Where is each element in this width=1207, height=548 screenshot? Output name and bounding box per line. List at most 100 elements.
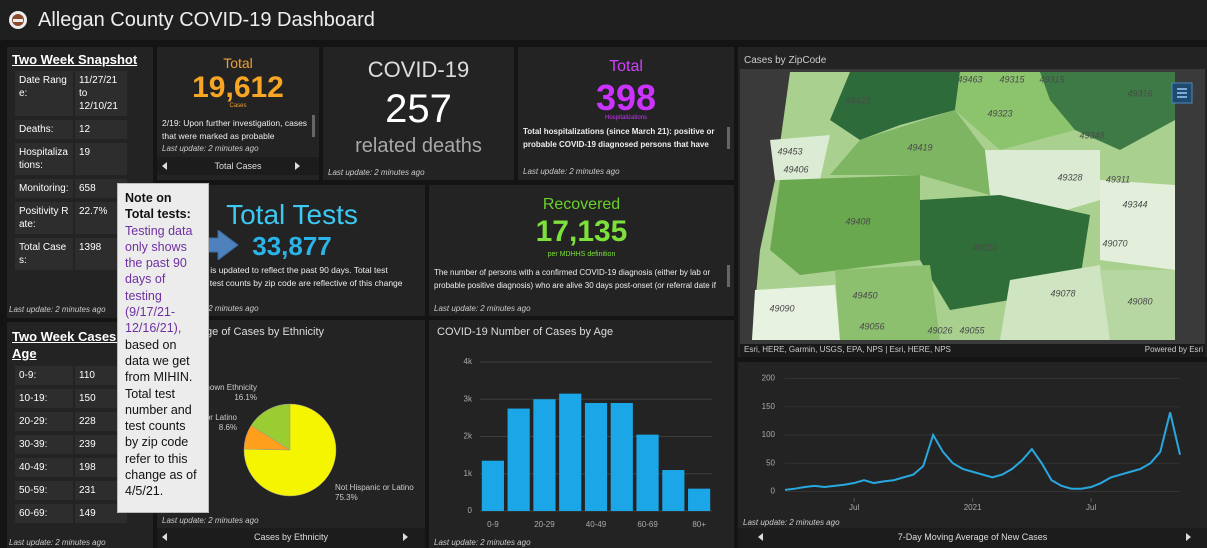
nav-bar[interactable]: 7-Day Moving Average of New Cases xyxy=(738,528,1207,548)
card-unit: Cases xyxy=(229,103,247,109)
logo xyxy=(9,11,27,29)
table-row: 0-9: 110 xyxy=(15,366,145,385)
card-label: Total xyxy=(609,58,643,75)
row-value: 110 xyxy=(75,366,127,385)
row-value: 228 xyxy=(75,412,127,431)
table-row: Date Range: 11/27/21 to 12/10/21 xyxy=(15,71,145,116)
row-label: 0-9: xyxy=(15,366,73,385)
nav-label: Cases by Ethnicity xyxy=(253,532,329,542)
y-tick-label: 1k xyxy=(464,469,473,478)
card-label: Recovered xyxy=(542,196,621,213)
table-row: 40-49: 198 xyxy=(15,458,145,477)
row-label: 10-19: xyxy=(15,389,73,408)
slice-label: Not Hispanic or Latino xyxy=(335,483,414,492)
line-chart: 0 50 100 150 200 Jul 2021 Jul xyxy=(762,374,1181,512)
zip-label: 49453 xyxy=(777,146,802,156)
row-value: 658 xyxy=(75,179,127,198)
bar-panel: COVID-19 Number of Cases by Age 0 1k 2k 3k 4… xyxy=(429,320,734,548)
nav-label: Total Cases xyxy=(214,161,262,171)
row-value: 231 xyxy=(75,481,127,500)
header-title: Allegan County COVID-19 Dashboard xyxy=(38,9,375,31)
bar xyxy=(584,402,608,511)
snapshot-table: Date Range: 11/27/21 to 12/10/21 Deaths: 12… xyxy=(15,71,145,274)
table-row: 10-19: 150 xyxy=(15,389,145,408)
card-value: 398 xyxy=(595,77,657,118)
card-text: Testing data is updated to reflect the p… xyxy=(162,265,403,288)
card-unit: Hospitalizations xyxy=(604,115,648,121)
card-label: Total xyxy=(223,55,253,71)
x-tick-label: 40-49 xyxy=(586,520,607,529)
x-tick-label: 80+ xyxy=(692,520,706,529)
card-label: Total Tests xyxy=(226,199,358,230)
zip-label: 49078 xyxy=(1050,288,1075,298)
note-title: Note on Total tests: xyxy=(125,191,191,222)
y-tick-label: 0 xyxy=(468,506,473,515)
pie-slice xyxy=(243,403,337,497)
card-text: Total hospitalizations (since March 21):… xyxy=(523,127,715,149)
line-panel: 0 50 100 150 200 Jul 2021 Jul Last update: 2 mi… xyxy=(738,362,1207,548)
table-row: Deaths: 12 xyxy=(15,120,145,139)
y-tick-label: 200 xyxy=(762,374,776,383)
row-label: 40-49: xyxy=(15,458,73,477)
x-tick-label: 60-69 xyxy=(637,520,658,529)
note-highlight: Testing data only shows the past 90 days… xyxy=(125,223,193,336)
x-tick-label: 2021 xyxy=(964,503,982,512)
card-text: 2/19: Upon further investigation, cases … xyxy=(162,118,308,141)
row-value: 12 xyxy=(75,120,127,139)
zip-label: 49056 xyxy=(859,321,884,331)
bar xyxy=(481,460,504,511)
footer: Last update: 2 minutes ago xyxy=(523,167,620,176)
row-label: Date Range: xyxy=(15,71,73,116)
zip-label: 49344 xyxy=(1122,199,1147,209)
zip-label: 49463 xyxy=(957,74,982,84)
age-table: 0-9: 110 10-19: 150 20-29: 228 30-39: 239 40-49:… xyxy=(15,366,145,527)
nav-bar[interactable]: Total Cases xyxy=(157,157,319,175)
slice-value-label: 8.6% xyxy=(219,423,237,432)
zip-label: 49450 xyxy=(852,290,877,300)
map-title: Cases by ZipCode xyxy=(744,55,827,66)
map-attribution: Esri, HERE, Garmin, USGS, EPA, NPS | Esr… xyxy=(744,345,951,354)
row-label: 30-39: xyxy=(15,435,73,454)
row-value: 198 xyxy=(75,458,127,477)
x-tick-label: Jul xyxy=(849,503,859,512)
zip-label: 49348 xyxy=(1079,130,1104,140)
deaths-card: COVID-19 257 related deaths Last update:… xyxy=(323,47,514,180)
x-tick-label: 20-29 xyxy=(534,520,555,529)
note-box: Note on Total tests: Testing data only s… xyxy=(117,183,209,513)
row-value: 19 xyxy=(75,143,127,175)
row-label: Hospitalizations: xyxy=(15,143,73,175)
snapshot-panel: Two Week Snapshot Date Range: 11/27/21 to… xyxy=(7,47,153,318)
table-row: 60-69: 149 xyxy=(15,504,145,523)
y-tick-label: 100 xyxy=(762,430,776,439)
zip-label: 49010 xyxy=(972,242,997,252)
cases-card: Total 19,612 Cases 2/19: Upon further in… xyxy=(157,47,319,180)
slice-value-label: 75.3% xyxy=(335,493,358,502)
bar xyxy=(688,488,711,511)
footer: Last update: 2 minutes ago xyxy=(434,538,531,547)
footer: Last update: 2 minutes ago xyxy=(162,516,259,525)
nav-bar[interactable]: Cases by Ethnicity xyxy=(157,528,425,548)
y-tick-label: 3k xyxy=(464,394,473,403)
slice-label: Unknown Ethnicity xyxy=(191,383,257,392)
snapshot-title: Two Week Snapshot xyxy=(12,52,138,67)
zip-label: 49408 xyxy=(845,216,870,226)
line-series xyxy=(784,412,1181,491)
nav-label: 7-Day Moving Average of New Cases xyxy=(897,532,1048,542)
zip-label: 49323 xyxy=(987,108,1012,118)
footer: Last update: 2 minutes ago xyxy=(162,144,259,153)
note-text: based on data we get from MIHIN. Total t… xyxy=(125,337,197,499)
footer: Last update: 2 minutes ago xyxy=(9,538,106,547)
footer: Last update: 2 minutes ago xyxy=(434,304,531,313)
footer: Last update: 2 minutes ago xyxy=(743,518,840,527)
zip-label: 49315 xyxy=(1039,74,1065,84)
zip-label: 49070 xyxy=(1102,238,1127,248)
zip-label: 49080 xyxy=(1127,296,1152,306)
bar xyxy=(636,434,659,511)
x-tick-label: 0-9 xyxy=(487,520,499,529)
card-label: COVID-19 xyxy=(367,57,470,82)
zip-label: 49026 xyxy=(927,325,952,335)
zip-label: 49328 xyxy=(1057,172,1082,182)
scrollbar xyxy=(727,127,730,149)
